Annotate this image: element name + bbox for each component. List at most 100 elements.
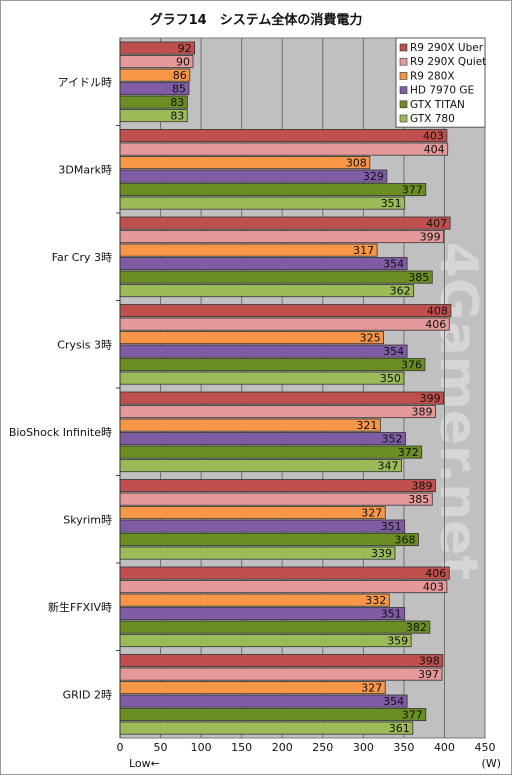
bar [119,654,444,668]
bar-value-label: 332 [365,594,386,607]
bar [119,358,426,372]
bar [119,156,371,170]
bar-value-label: 397 [418,668,439,681]
legend-label: HD 7970 GE [410,85,474,97]
bar-value-label: 92 [178,42,192,55]
legend-swatch [399,43,408,52]
bar [119,284,415,298]
bar [119,667,443,681]
bar [119,459,402,473]
bar-value-label: 351 [381,608,402,621]
bar [119,506,386,520]
bar [119,216,451,230]
x-tick-label: 200 [272,741,293,754]
bar [119,317,450,331]
bar [119,607,406,621]
category-label: BioShock Infinite時 [9,426,112,439]
bar-value-label: 398 [419,655,440,668]
bar-value-label: 90 [176,56,190,69]
chart-title: グラフ14 システム全体の消費電力 [150,12,363,28]
bar [119,634,412,648]
bar-value-label: 351 [381,520,402,533]
bar-value-label: 317 [353,244,374,257]
bar [119,721,414,735]
legend-label: R9 290X Uber [410,42,484,54]
bar-value-label: 385 [408,271,429,284]
bar-value-label: 321 [356,419,377,432]
bar [119,183,427,197]
bar-value-label: 350 [380,372,401,385]
bar-value-label: 325 [360,332,381,345]
bar [119,257,408,271]
bar [119,169,388,183]
x-tick-label: 350 [393,741,414,754]
bar-value-label: 372 [398,446,419,459]
x-tick-label: 50 [154,741,168,754]
bar [119,331,385,345]
x-tick-label: 300 [353,741,374,754]
bar [119,391,445,405]
category-label: GRID 2時 [63,688,112,701]
category-label: 新生FFXIV時 [48,600,112,614]
bar-value-label: 389 [412,406,433,419]
bar [119,533,419,547]
bar [119,620,431,634]
bar-value-label: 368 [394,534,415,547]
category-label: 3DMark時 [58,163,112,176]
legend-box [395,37,486,128]
legend-swatch [399,57,408,66]
bar-value-label: 354 [383,258,404,271]
bar [119,243,378,257]
bar [119,681,386,695]
bar [119,519,406,533]
bar-value-label: 406 [425,567,446,580]
x-axis-unit: (W) [482,757,501,770]
bar [119,371,405,385]
bar-value-label: 406 [425,318,446,331]
bar [119,694,408,708]
legend-label: R9 290X Quiet [410,56,486,68]
x-tick-label: 450 [475,741,496,754]
bar-value-label: 354 [383,695,404,708]
legend-swatch [399,114,408,123]
bar [119,593,390,607]
watermark-logo: 4Gamer.net [428,242,488,581]
x-tick-label: 150 [231,741,252,754]
bar-value-label: 347 [377,460,398,473]
category-label: Skyrim時 [63,513,112,526]
bar [119,344,408,358]
x-tick-label: 100 [191,741,212,754]
legend-swatch [399,100,408,109]
bar [119,129,448,143]
category-label: Crysis 3時 [57,338,112,351]
bar-value-label: 327 [361,682,382,695]
x-tick-label: 400 [434,741,455,754]
bar [119,492,433,506]
bar-value-label: 382 [406,621,427,634]
bar [119,432,406,446]
bar [119,270,433,284]
bar [119,580,448,594]
bar-value-label: 377 [402,184,423,197]
bar-value-label: 339 [371,547,392,560]
bar-value-label: 362 [390,285,411,298]
category-label: Far Cry 3時 [52,251,112,264]
bar-value-label: 404 [424,143,445,156]
bar [119,708,427,722]
bar-value-label: 85 [172,83,186,96]
legend-label: GTX TITAN [410,99,465,111]
bar-value-label: 399 [420,231,441,244]
bar-value-label: 329 [363,170,384,183]
bar-value-label: 376 [401,359,422,372]
bar-value-label: 361 [389,722,410,735]
bar-value-label: 385 [408,493,429,506]
bar [119,196,406,210]
legend-swatch [399,72,408,80]
bar-value-label: 407 [426,217,447,230]
bar-value-label: 86 [173,69,187,82]
bar-value-label: 399 [420,392,441,405]
legend-swatch [399,86,408,94]
bar-value-label: 377 [402,709,423,722]
